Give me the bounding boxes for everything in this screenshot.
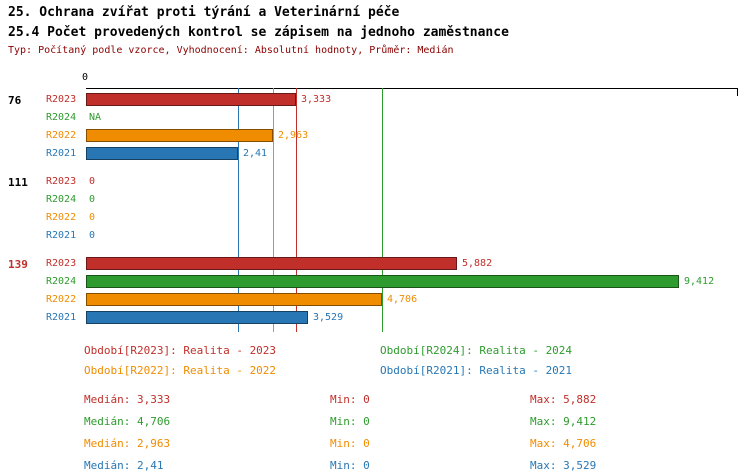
- series-label-r2022: R2022: [46, 294, 77, 305]
- stat-max-r2022: Max: 4,706: [530, 437, 597, 450]
- series-label-r2022: R2022: [46, 130, 77, 141]
- stat-min-r2021: Min: 0: [330, 459, 370, 472]
- report-title-line2: 25.4 Počet provedených kontrol se zápise…: [8, 25, 509, 40]
- series-label-r2021: R2021: [46, 230, 77, 241]
- median-line-r2022: [273, 88, 274, 332]
- series-label-r2021: R2021: [46, 312, 77, 323]
- value-label: 4,706: [387, 294, 418, 305]
- legend-item-r2024: Období[R2024]: Realita - 2024: [380, 344, 573, 357]
- legend-item-r2021: Období[R2021]: Realita - 2021: [380, 364, 573, 377]
- stat-min-r2022: Min: 0: [330, 437, 370, 450]
- bar-r2023: [86, 257, 457, 270]
- series-label-r2023: R2023: [46, 94, 77, 105]
- value-label: 5,882: [462, 258, 493, 269]
- bar-r2024: [86, 275, 679, 288]
- stat-median-r2021: Medián: 2,41: [84, 459, 164, 472]
- stat-min-r2023: Min: 0: [330, 393, 370, 406]
- series-label-r2023: R2023: [46, 258, 77, 269]
- report-title-line1: 25. Ochrana zvířat proti týrání a Veteri…: [8, 5, 400, 20]
- legend-item-r2023: Období[R2023]: Realita - 2023: [84, 344, 277, 357]
- bar-r2021: [86, 147, 238, 160]
- value-label: 0: [89, 212, 96, 223]
- stat-max-r2023: Max: 5,882: [530, 393, 597, 406]
- value-label: 0: [89, 176, 96, 187]
- value-label: 0: [89, 194, 96, 205]
- median-line-r2024: [382, 88, 383, 332]
- stat-median-r2022: Medián: 2,963: [84, 437, 171, 450]
- median-line-r2021: [238, 88, 239, 332]
- series-label-r2024: R2024: [46, 276, 77, 287]
- bar-r2021: [86, 311, 308, 324]
- median-line-r2023: [296, 88, 297, 332]
- group-label-76: 76: [8, 94, 22, 107]
- series-label-r2024: R2024: [46, 194, 77, 205]
- stat-max-r2021: Max: 3,529: [530, 459, 597, 472]
- stat-max-r2024: Max: 9,412: [530, 415, 597, 428]
- x-axis-line: [86, 88, 737, 89]
- bar-r2022: [86, 129, 273, 142]
- stat-median-r2024: Medián: 4,706: [84, 415, 171, 428]
- group-label-139: 139: [8, 258, 28, 271]
- value-label: 2,963: [278, 130, 309, 141]
- value-label: NA: [89, 112, 102, 123]
- value-label: 0: [89, 230, 96, 241]
- group-label-111: 111: [8, 176, 28, 189]
- value-label: 2,41: [243, 148, 268, 159]
- series-label-r2024: R2024: [46, 112, 77, 123]
- bar-r2023: [86, 93, 296, 106]
- stat-median-r2023: Medián: 3,333: [84, 393, 171, 406]
- series-label-r2023: R2023: [46, 176, 77, 187]
- legend-item-r2022: Období[R2022]: Realita - 2022: [84, 364, 277, 377]
- value-label: 9,412: [684, 276, 715, 287]
- value-label: 3,333: [301, 94, 332, 105]
- value-label: 3,529: [313, 312, 344, 323]
- report-meta-line: Typ: Počítaný podle vzorce, Vyhodnocení:…: [8, 45, 454, 56]
- x-axis-end-tick: [737, 88, 738, 96]
- x-axis-origin-label: 0: [82, 72, 89, 83]
- series-label-r2021: R2021: [46, 148, 77, 159]
- stat-min-r2024: Min: 0: [330, 415, 370, 428]
- series-label-r2022: R2022: [46, 212, 77, 223]
- bar-r2022: [86, 293, 382, 306]
